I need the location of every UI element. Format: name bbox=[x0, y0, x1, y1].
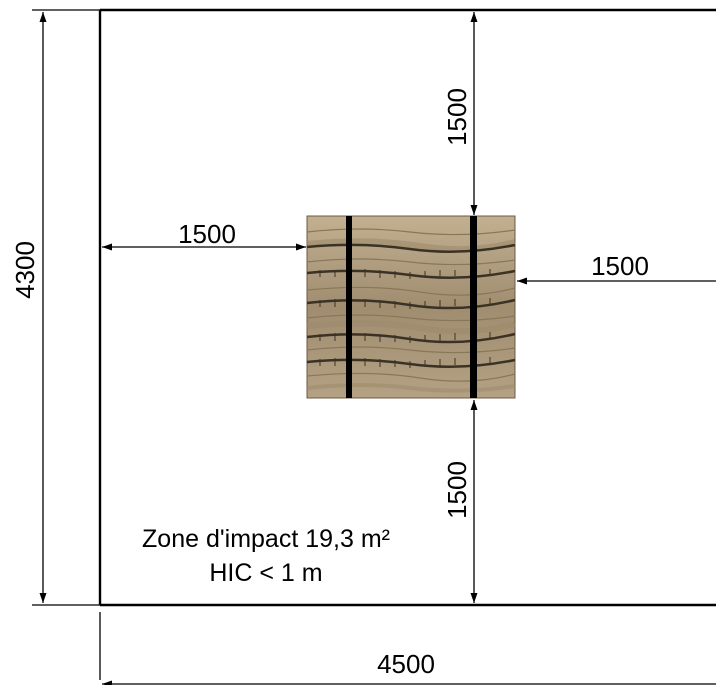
extension-lines bbox=[32, 9, 101, 680]
left-clearance-dimension: 1500 bbox=[102, 219, 306, 251]
left-strap bbox=[346, 216, 352, 398]
right-clearance-dimension: 1500 bbox=[517, 251, 716, 285]
total-width-label: 4500 bbox=[377, 649, 435, 679]
top-clearance-dimension: 1500 bbox=[442, 11, 478, 215]
top-clearance-label: 1500 bbox=[442, 88, 472, 146]
right-strap bbox=[470, 216, 477, 398]
hic-text: HIC < 1 m bbox=[209, 559, 322, 587]
impact-zone-note: Zone d'impact 19,3 m² HIC < 1 m bbox=[142, 525, 390, 587]
total-width-dimension: 4500 bbox=[102, 649, 716, 685]
bottom-clearance-label: 1500 bbox=[442, 461, 472, 519]
wood-planks bbox=[306, 228, 516, 393]
bottom-clearance-dimension: 1500 bbox=[442, 400, 478, 603]
total-height-dimension: 4300 bbox=[10, 11, 47, 603]
wood-slats bbox=[319, 269, 491, 368]
right-clearance-label: 1500 bbox=[591, 251, 649, 281]
impact-zone-boundary bbox=[98, 8, 716, 607]
wooden-play-element bbox=[306, 215, 516, 399]
left-clearance-label: 1500 bbox=[178, 219, 236, 249]
total-height-label: 4300 bbox=[10, 241, 40, 299]
impact-zone-area-text: Zone d'impact 19,3 m² bbox=[142, 525, 390, 553]
